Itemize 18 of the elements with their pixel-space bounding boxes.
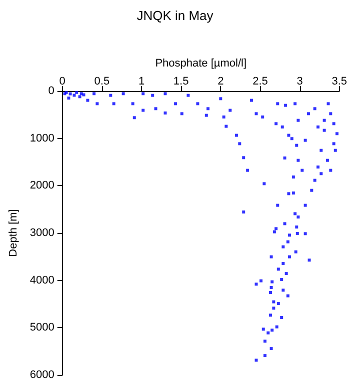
x-tick-label: 2.5 [252, 76, 268, 88]
y-tick-label: 4000 [30, 274, 54, 286]
y-tick-label: 6000 [30, 369, 54, 381]
x-tick-label: 0.5 [94, 76, 110, 88]
x-tick-label: 3.5 [332, 76, 348, 88]
y-tick-label: 0 [48, 85, 54, 97]
x-tick-label: 2 [218, 76, 224, 88]
x-tick-label: 3 [296, 76, 303, 88]
y-tick-label: 1000 [30, 132, 54, 144]
y-tick-label: 5000 [30, 322, 54, 334]
y-tick-label: 2000 [30, 180, 54, 192]
x-axis-title: Phosphate [µmol/l] [155, 58, 247, 70]
x-tick-label: 0 [59, 76, 66, 88]
y-axis-title: Depth [m] [8, 209, 20, 257]
x-tick-label: 1 [138, 76, 145, 88]
y-tick-label: 3000 [30, 227, 54, 239]
chart-title: JNQK in May [136, 8, 214, 23]
x-tick-label: 1.5 [173, 76, 189, 88]
